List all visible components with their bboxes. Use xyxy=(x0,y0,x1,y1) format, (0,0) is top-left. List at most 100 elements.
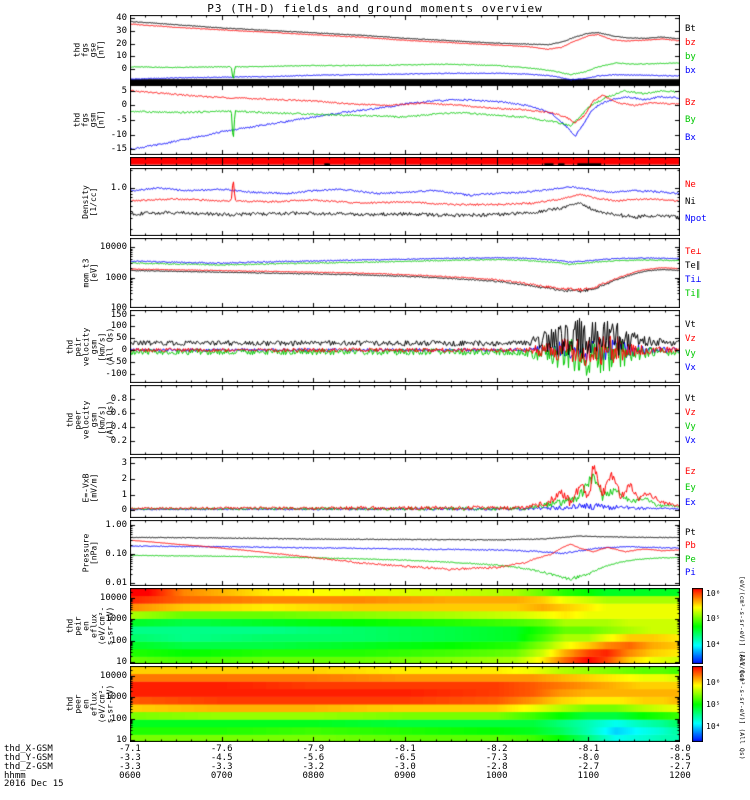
ytick-fgs-gse: 0 xyxy=(121,64,127,75)
ytick-efield: 1 xyxy=(121,489,127,500)
cbtick-peir-spectrogram: 10⁴ xyxy=(706,639,721,649)
ytick-fgs-gse: 20 xyxy=(116,38,127,49)
cbunit-peer-spectrogram: [eV/(cm²-s-sr-eV)] (All Qs) xyxy=(738,654,746,760)
panel-efield xyxy=(130,457,680,518)
ylabel-text-peer-spectrogram: thd peer en eflux (eV/cm²- s-sr-eV) xyxy=(65,684,114,724)
canvas-peir-spectrogram xyxy=(130,588,680,664)
bottom-row-value: -8.0 xyxy=(577,753,600,763)
legend-peer-velocity-Vx: Vx xyxy=(685,436,696,446)
legend-pressure-Pe: Pe xyxy=(685,554,696,565)
ytick-peir-velocity: -50 xyxy=(110,356,127,367)
ylabel-peer-velocity: thd peer velocity gsm [km/s] (All Qs) xyxy=(65,385,114,455)
ylabel-fgs-gse: thd fgs gse [nT] xyxy=(72,15,108,85)
bottom-row-label-0: thd_X-GSM xyxy=(4,744,53,754)
legend-density-Ne: Ne xyxy=(685,180,696,190)
panel-pressure xyxy=(130,520,680,586)
ytick-peer-spectrogram: 100 xyxy=(110,713,127,724)
legend-fgs-gse-Bt: Bt xyxy=(685,24,696,34)
ylabel-pressure: Pressure [nPa] xyxy=(72,520,108,586)
panel-fgs-gsm xyxy=(130,85,680,155)
bottom-row-value: -7.3 xyxy=(485,753,508,763)
bottom-row-value: -3.3 xyxy=(119,762,141,772)
ytick-pressure: 1.00 xyxy=(105,520,127,531)
canvas-fgs-gsm xyxy=(130,85,680,155)
ylabel-text-fgs-gse: thd fgs gse [nT] xyxy=(72,40,106,60)
ytick-peir-velocity: -100 xyxy=(105,368,127,379)
bottom-row-value: 1200 xyxy=(669,771,691,781)
legend-efield-Ex: Ex xyxy=(685,497,696,508)
panel-peir-velocity xyxy=(130,310,680,383)
legend-temperature-Ti∥: Ti∥ xyxy=(685,289,701,299)
legend-peir-velocity-Vt: Vt xyxy=(685,319,696,330)
ylabel-density: Density [1/cc] xyxy=(72,168,108,236)
canvas-peer-spectrogram xyxy=(130,666,680,742)
canvas-efield xyxy=(130,457,680,518)
canvas-peir-velocity xyxy=(130,310,680,383)
bottom-row-value: -2.7 xyxy=(669,762,691,772)
ytick-peir-velocity: 150 xyxy=(110,309,127,320)
legend-peer-velocity-Vz: Vz xyxy=(685,408,696,418)
ytick-peir-spectrogram: 100 xyxy=(110,635,127,646)
colorbar-peer-spectrogram xyxy=(692,666,703,742)
ylabel-peer-spectrogram: thd peer en eflux (eV/cm²- s-sr-eV) xyxy=(65,666,114,742)
cbtick-peer-spectrogram: 10⁴ xyxy=(706,722,721,732)
cbtick-peer-spectrogram: 10⁶ xyxy=(706,677,721,687)
legend-efield-Ez: Ez xyxy=(685,467,696,478)
bottom-row-label-3: hhmm xyxy=(4,771,26,781)
legend-fgs-gse-by: by xyxy=(685,52,696,62)
ylabel-temperature: mom_t3 [eV] xyxy=(72,238,108,308)
ylabel-efield: E=-VxB [mV/m] xyxy=(72,457,108,518)
legend-fgs-gsm-Bz: Bz xyxy=(685,97,696,108)
bottom-row-value: -2.8 xyxy=(485,762,508,772)
bottom-row-value: 0700 xyxy=(210,771,233,781)
ytick-efield: 2 xyxy=(121,473,127,484)
legend-density-Npot: Npot xyxy=(685,214,707,224)
ytick-peer-spectrogram: 1000 xyxy=(105,692,127,703)
legend-fgs-gse-bz: bz xyxy=(685,38,696,48)
ytick-efield: 3 xyxy=(121,458,127,469)
ytick-peir-velocity: 0 xyxy=(121,345,127,356)
canvas-peer-velocity xyxy=(130,385,680,455)
canvas-pressure xyxy=(130,520,680,586)
bottom-row-value: -6.5 xyxy=(394,753,416,763)
ytick-peir-spectrogram: 1000 xyxy=(105,614,127,625)
ytick-temperature: 10000 xyxy=(99,242,127,253)
ytick-peer-velocity: 0.4 xyxy=(110,422,127,432)
bottom-row-value: -3.3 xyxy=(210,762,233,772)
bottom-row-value: -8.1 xyxy=(394,744,416,754)
cbtick-peir-spectrogram: 10⁶ xyxy=(706,589,721,599)
ytick-temperature: 100 xyxy=(110,303,127,313)
cbtick-peir-spectrogram: 10⁵ xyxy=(706,614,721,624)
bottom-row-value: 0900 xyxy=(394,771,416,781)
ytick-density: 1.0 xyxy=(110,182,127,193)
ytick-peer-spectrogram: 10000 xyxy=(99,671,127,682)
bottom-row-value: -7.6 xyxy=(210,744,233,754)
bottom-row-value: -8.5 xyxy=(669,753,691,763)
legend-temperature-Ti⊥: Ti⊥ xyxy=(685,275,702,285)
ytick-peer-velocity: 0.2 xyxy=(110,436,127,446)
legend-peer-velocity-Vy: Vy xyxy=(685,422,696,432)
panel-density xyxy=(130,168,680,236)
bottom-row-value: -3.0 xyxy=(394,762,416,772)
bottom-row-value: 1000 xyxy=(485,771,508,781)
bottom-row-value: -7.1 xyxy=(119,744,141,754)
ytick-fgs-gsm: 0 xyxy=(121,100,127,111)
bottom-row-value: -7.9 xyxy=(302,744,325,754)
cbtick-peer-spectrogram: 10⁵ xyxy=(706,700,721,709)
legend-fgs-gsm-Bx: Bx xyxy=(685,132,696,143)
legend-temperature-Te∥: Te∥ xyxy=(685,261,701,271)
ylabel-text-peer-velocity: thd peer velocity gsm [km/s] (All Qs) xyxy=(65,400,114,440)
legend-fgs-gsm-By: By xyxy=(685,115,696,125)
bottom-row-value: -4.5 xyxy=(210,753,233,763)
panel-peir-spectrogram xyxy=(130,588,680,664)
bottom-row-value: 1100 xyxy=(577,771,600,781)
canvas-fgs-gse xyxy=(130,15,680,85)
bottom-row-value: -3.2 xyxy=(302,762,325,772)
ytick-fgs-gse: 30 xyxy=(116,25,127,36)
panel-fgs-gse xyxy=(130,15,680,85)
ytick-fgs-gse: 10 xyxy=(116,51,127,62)
ytick-peir-spectrogram: 10 xyxy=(116,656,127,667)
ylabel-text-fgs-gsm: thd fgs gsm [nT] xyxy=(72,110,106,130)
ylabel-peir-velocity: thd peir velocity gsm [km/s] (All Qs) xyxy=(65,310,114,383)
